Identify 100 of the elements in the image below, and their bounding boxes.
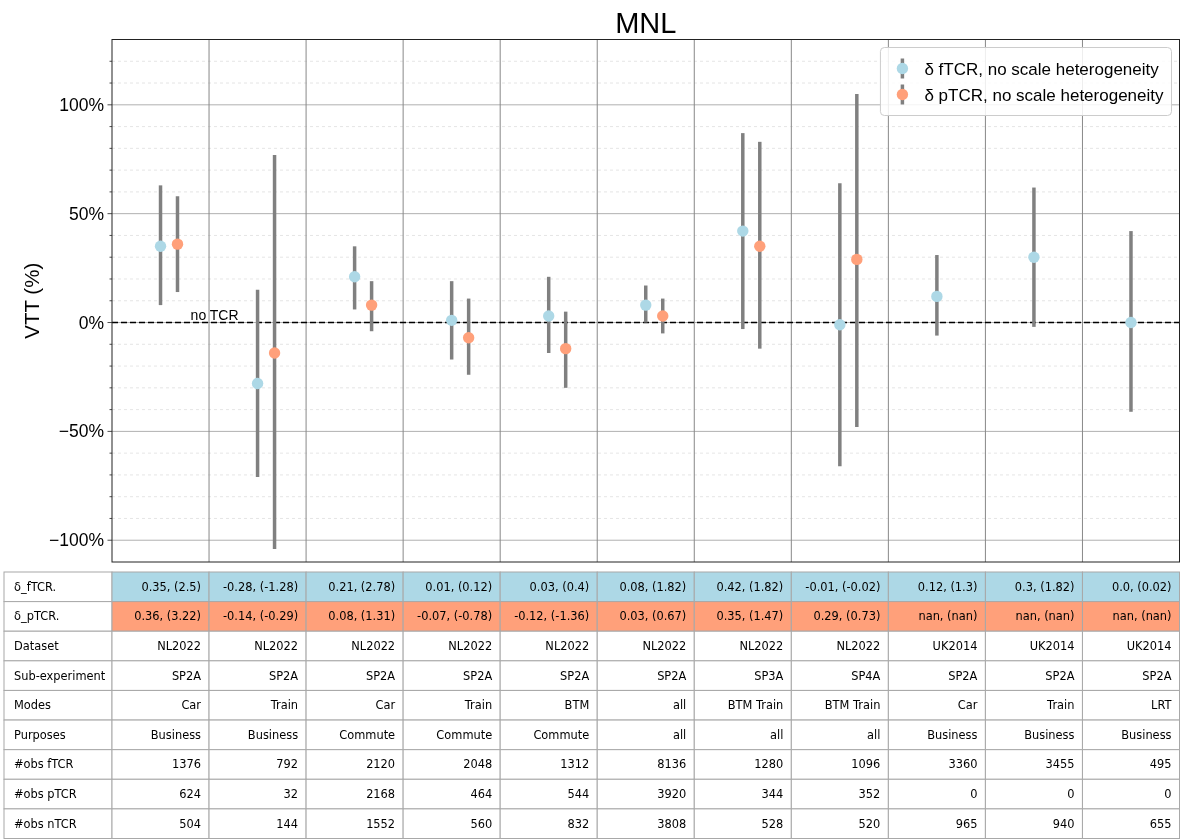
category-label: δ_fTCR.: [14, 579, 57, 594]
text: 0.03, (0.67): [619, 609, 687, 624]
text: 940: [1052, 816, 1075, 831]
text: UK2014: [1029, 639, 1075, 654]
text: NL2022: [642, 639, 687, 654]
text: Car: [957, 698, 978, 713]
text: NL2022: [254, 639, 299, 654]
text: SP4A: [851, 668, 881, 683]
text: NL2022: [739, 639, 784, 654]
text: 1312: [560, 757, 590, 772]
text: 1552: [366, 816, 396, 831]
text: 0.3, (1.82): [1014, 579, 1075, 594]
category-label: #obs nTCR: [14, 816, 77, 831]
text: 0.29, (0.73): [813, 609, 881, 624]
text: NL2022: [545, 639, 590, 654]
text: NL2022: [836, 639, 881, 654]
y-tick-label: 100%: [59, 94, 104, 115]
text: SP3A: [754, 668, 784, 683]
text: 2048: [463, 757, 493, 772]
text: 0.01, (0.12): [425, 579, 493, 594]
text: UK2014: [1126, 639, 1172, 654]
y-axis-title: VTT (%): [19, 262, 43, 339]
text: 965: [955, 816, 978, 831]
text: 0.03, (0.4): [529, 579, 590, 594]
text: Commute: [436, 727, 493, 742]
text: 1280: [754, 757, 784, 772]
text: BTM Train: [727, 698, 784, 713]
text: 2120: [366, 757, 396, 772]
ref-line-label: no TCR: [190, 306, 239, 323]
text: SP2A: [366, 668, 396, 683]
text: -0.07, (-0.78): [417, 609, 493, 624]
text: Car: [181, 698, 202, 713]
text: SP2A: [171, 668, 202, 683]
text: Train: [464, 698, 493, 713]
text: 0.0, (0.02): [1111, 579, 1172, 594]
text: 2168: [366, 787, 396, 802]
chart-title: MNL: [615, 7, 677, 39]
text: all: [770, 727, 784, 742]
legend-label: δ fTCR, no scale heterogeneity: [924, 59, 1160, 78]
text: nan, (nan): [1015, 609, 1075, 624]
category-label: #obs fTCR: [14, 757, 74, 772]
text: all: [672, 727, 687, 742]
text: Business: [927, 727, 978, 742]
text: 0.36, (3.22): [134, 609, 202, 624]
text: 144: [276, 816, 299, 831]
text: 3455: [1045, 757, 1075, 772]
y-tick-label: −50%: [58, 421, 104, 442]
text: 0: [1067, 787, 1075, 802]
text: -0.28, (-1.28): [223, 579, 299, 594]
text: 520: [858, 816, 881, 831]
text: 0.21, (2.78): [328, 579, 396, 594]
category-label: δ_pTCR.: [14, 609, 60, 624]
text: BTM Train: [824, 698, 881, 713]
category-label: #obs pTCR: [14, 787, 77, 802]
text: 0: [1164, 787, 1172, 802]
text: 8136: [657, 757, 687, 772]
text: 3920: [657, 787, 687, 802]
text: -0.14, (-0.29): [223, 609, 299, 624]
text: 495: [1149, 757, 1172, 772]
text: Business: [247, 727, 299, 742]
text: all: [672, 698, 687, 713]
text: 560: [470, 816, 493, 831]
category-label: Sub-experiment: [14, 668, 106, 683]
text: 464: [470, 787, 493, 802]
text: 0: [970, 787, 978, 802]
y-tick-label: 50%: [68, 203, 104, 224]
text: -0.01, (-0.02): [805, 579, 881, 594]
text: Business: [150, 727, 202, 742]
text: 0.35, (1.47): [716, 609, 784, 624]
text: NL2022: [157, 639, 202, 654]
text: Commute: [533, 727, 590, 742]
text: SP2A: [948, 668, 978, 683]
text: 344: [761, 787, 784, 802]
y-tick-label: 0%: [78, 312, 104, 333]
text: Business: [1121, 727, 1172, 742]
text: SP2A: [1045, 668, 1075, 683]
text: 1096: [851, 757, 881, 772]
text: SP2A: [268, 668, 299, 683]
text: all: [867, 727, 881, 742]
text: NL2022: [351, 639, 396, 654]
text: SP2A: [560, 668, 590, 683]
text: 0.35, (2.5): [141, 579, 202, 594]
text: SP2A: [1142, 668, 1172, 683]
text: 0.12, (1.3): [917, 579, 978, 594]
text: 528: [761, 816, 784, 831]
text: Train: [1047, 698, 1075, 713]
text: Business: [1024, 727, 1075, 742]
text: 3360: [948, 757, 978, 772]
text: 655: [1149, 816, 1172, 831]
text: SP2A: [657, 668, 687, 683]
text: nan, (nan): [1112, 609, 1172, 624]
text: SP2A: [463, 668, 493, 683]
text: 832: [567, 816, 590, 831]
text: 0.08, (1.82): [619, 579, 687, 594]
text: 504: [179, 816, 202, 831]
text: -0.12, (-1.36): [514, 609, 590, 624]
category-label: Purposes: [14, 727, 66, 742]
text: NL2022: [448, 639, 493, 654]
text: 0.08, (1.31): [328, 609, 396, 624]
text: nan, (nan): [918, 609, 978, 624]
